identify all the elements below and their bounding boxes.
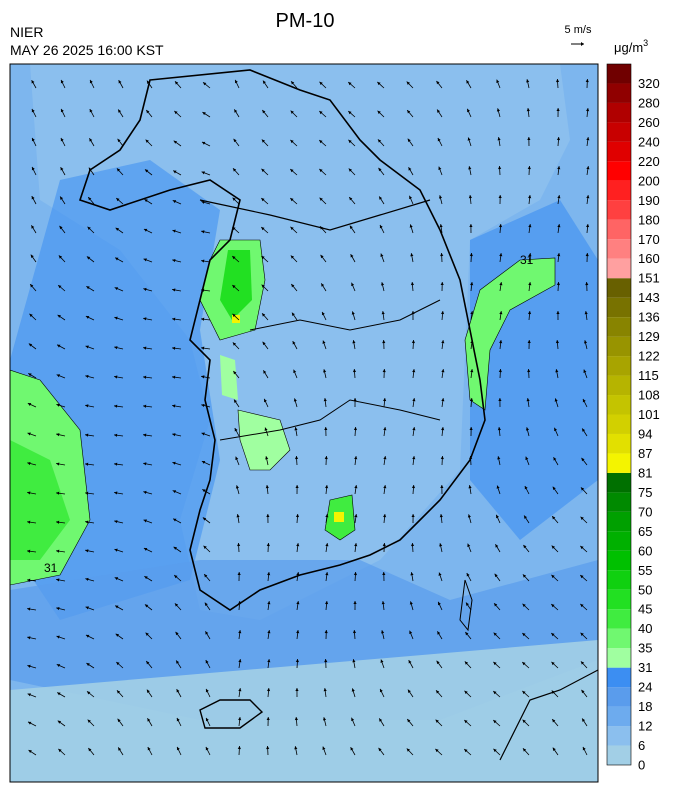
colorbar-segment xyxy=(607,473,631,492)
colorbar-segment xyxy=(607,103,631,122)
contour-label: 31 xyxy=(520,253,534,267)
colorbar-label: 6 xyxy=(638,738,645,753)
colorbar-segment xyxy=(607,453,631,472)
colorbar-label: 94 xyxy=(638,426,652,441)
colorbar-label: 81 xyxy=(638,465,652,480)
colorbar-segment xyxy=(607,434,631,453)
colorbar-segment xyxy=(607,648,631,667)
colorbar-label: 24 xyxy=(638,680,652,695)
colorbar-label: 45 xyxy=(638,602,652,617)
colorbar-label: 260 xyxy=(638,115,660,130)
colorbar-label: 220 xyxy=(638,154,660,169)
colorbar-segment xyxy=(607,181,631,200)
contour-label: 31 xyxy=(44,561,58,575)
agency: NIER xyxy=(10,24,43,40)
colorbar-label: 240 xyxy=(638,134,660,149)
colorbar-label: 170 xyxy=(638,232,660,247)
colorbar-segment xyxy=(607,570,631,589)
colorbar-segment xyxy=(607,609,631,628)
colorbar-label: 50 xyxy=(638,582,652,597)
colorbar-segment xyxy=(607,707,631,726)
colorbar-label: 129 xyxy=(638,329,660,344)
colorbar-label: 151 xyxy=(638,271,660,286)
colorbar-label: 320 xyxy=(638,76,660,91)
colorbar-segment xyxy=(607,356,631,375)
colorbar-label: 101 xyxy=(638,407,660,422)
wind-scale-arrow xyxy=(571,42,584,46)
colorbar-segment xyxy=(607,590,631,609)
colorbar-label: 12 xyxy=(638,719,652,734)
colorbar-label: 200 xyxy=(638,173,660,188)
colorbar-segment xyxy=(607,259,631,278)
colorbar-label: 70 xyxy=(638,504,652,519)
colorbar-segment xyxy=(607,64,631,83)
colorbar-label: 0 xyxy=(638,758,645,773)
colorbar-segment xyxy=(607,200,631,219)
colorbar-segment xyxy=(607,376,631,395)
colorbar-segment xyxy=(607,726,631,745)
colorbar-label: 180 xyxy=(638,212,660,227)
colorbar-segment xyxy=(607,492,631,511)
title: PM-10 xyxy=(276,10,335,32)
colorbar-segment xyxy=(607,142,631,161)
colorbar-label: 136 xyxy=(638,310,660,325)
colorbar-label: 122 xyxy=(638,349,660,364)
colorbar-unit: μg/m3 xyxy=(614,38,648,55)
colorbar-label: 280 xyxy=(638,95,660,110)
colorbar-segment xyxy=(607,298,631,317)
unit-exponent: 3 xyxy=(643,38,648,48)
colorbar-label: 108 xyxy=(638,388,660,403)
colorbar-label: 18 xyxy=(638,699,652,714)
colorbar-label: 190 xyxy=(638,193,660,208)
colorbar-segment xyxy=(607,531,631,550)
colorbar-segment xyxy=(607,83,631,102)
colorbar-segment xyxy=(607,317,631,336)
colorbar-segment xyxy=(607,337,631,356)
datetime: MAY 26 2025 16:00 KST xyxy=(10,42,164,58)
unit-base: μg/m xyxy=(614,40,643,55)
colorbar-segment xyxy=(607,395,631,414)
colorbar-segment xyxy=(607,746,631,765)
colorbar-label: 31 xyxy=(638,660,652,675)
wind-scale-label: 5 m/s xyxy=(565,24,592,36)
colorbar-segment xyxy=(607,687,631,706)
colorbar-label: 60 xyxy=(638,543,652,558)
colorbar-label: 87 xyxy=(638,446,652,461)
colorbar-label: 143 xyxy=(638,290,660,305)
colorbar: 0 6 12 18 24 31 35 40 45 50 55 60 65 70 75 81 87 94 101 108… xyxy=(607,64,660,773)
map: 31 31 xyxy=(10,64,598,782)
colorbar-label: 115 xyxy=(638,368,659,383)
colorbar-segment xyxy=(607,668,631,687)
colorbar-label: 55 xyxy=(638,563,652,578)
colorbar-label: 35 xyxy=(638,641,652,656)
colorbar-segment xyxy=(607,161,631,180)
colorbar-segment xyxy=(607,220,631,239)
colorbar-segment xyxy=(607,551,631,570)
colorbar-segment xyxy=(607,239,631,258)
colorbar-segment xyxy=(607,629,631,648)
colorbar-label: 40 xyxy=(638,621,652,636)
colorbar-segment xyxy=(607,415,631,434)
colorbar-segment xyxy=(607,278,631,297)
colorbar-label: 65 xyxy=(638,524,652,539)
colorbar-segment xyxy=(607,512,631,531)
colorbar-label: 160 xyxy=(638,251,660,266)
colorbar-segment xyxy=(607,122,631,141)
colorbar-label: 75 xyxy=(638,485,652,500)
